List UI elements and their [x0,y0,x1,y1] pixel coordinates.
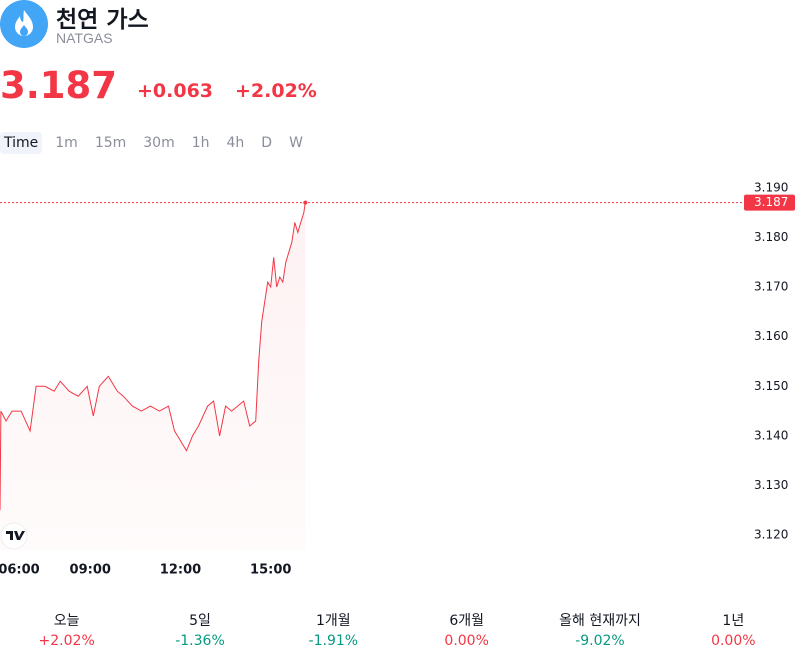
price-area [0,202,306,550]
timeframe-button[interactable]: 15m [94,135,127,151]
timeframe-button[interactable]: 1h [191,135,210,151]
y-tick-label: 3.140 [754,428,788,442]
chart: 3.120 3.130 3.140 3.150 3.160 3.170 3.180 3.190… [0,180,795,578]
y-tick-label: 3.150 [754,379,788,393]
y-tick-label: 3.170 [754,280,788,294]
symbol: NATGAS [56,30,113,46]
x-tick-label: 06:00 [0,563,40,578]
performance-label: 오늘 [53,613,80,629]
performance-cell: 1년 0.00% [667,610,800,649]
price-change: +0.063 [137,80,214,102]
last-price-box [744,194,795,211]
performance-cell: 5일 -1.36% [133,610,266,649]
performance-value: -1.91% [308,633,359,649]
performance-label: 5일 [189,613,211,629]
timeframe-bar: Time 1m 15m 30m 1h 4h D W [0,132,316,154]
performance-value: 0.00% [711,633,756,649]
performance-value: 0.00% [444,633,489,649]
timeframe-button[interactable]: 30m [143,135,175,151]
performance-value: -1.36% [175,633,225,649]
price: 3.187 [0,64,118,107]
timeframe-button[interactable]: Time [0,132,43,154]
y-tick-label: 3.130 [754,478,788,492]
performance-value: -9.02% [575,633,625,649]
title: 천연 가스 [56,7,149,33]
performance-cell: 오늘 +2.02% [0,610,133,649]
performance-label: 올해 현재까지 [559,613,641,629]
y-tick-label: 3.120 [754,528,788,542]
x-tick-label: 15:00 [250,563,291,578]
performance-label: 6개월 [449,613,484,629]
x-tick-label: 12:00 [160,563,201,578]
tradingview-logo [0,522,28,550]
y-tick-label: 3.180 [754,230,788,244]
price-line [0,202,306,511]
y-tick-label: 3.160 [754,329,788,343]
performance-label: 1년 [722,613,745,629]
performance-cell: 올해 현재까지 -9.02% [533,610,666,649]
timeframe-button[interactable]: 1m [55,135,78,151]
performance-value: +2.02% [38,633,95,649]
performance-row: 오늘 +2.02% 5일 -1.36% 1개월 -1.91% 6개월 0.00% 올해 현재까지… [0,610,800,649]
price-change-percent: +2.02% [235,80,317,102]
performance-cell: 6개월 0.00% [400,610,533,649]
timeframe-button[interactable]: W [289,135,303,151]
timeframe-button[interactable]: 4h [226,135,245,151]
logo [0,0,48,48]
y-tick-label: 3.190 [754,180,788,194]
last-price-label: 3.187 [754,195,788,209]
performance-label: 1개월 [315,613,351,629]
performance-cell: 1개월 -1.91% [267,610,400,649]
x-tick-label: 09:00 [70,563,111,578]
timeframe-button[interactable]: D [261,135,273,151]
